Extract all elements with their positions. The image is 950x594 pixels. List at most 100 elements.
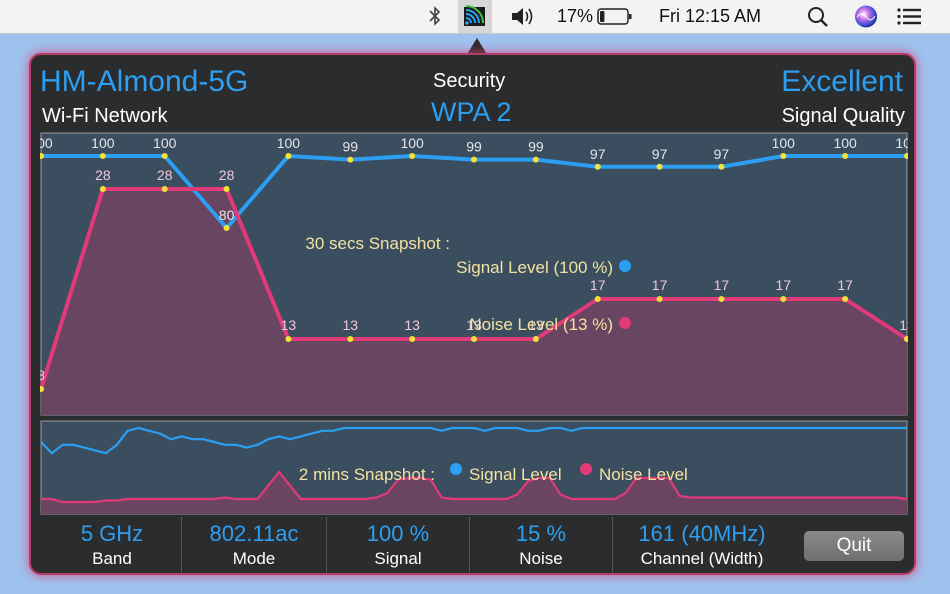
noise-point <box>842 296 849 302</box>
band-label: Band <box>92 549 132 568</box>
signal-data-label: 97 <box>652 146 668 162</box>
signal-point <box>718 163 725 170</box>
noise-data-label: 13 <box>342 317 358 333</box>
signal-value: 100 % <box>366 521 430 546</box>
noise-data-label: 28 <box>95 167 111 183</box>
stat-divider <box>612 517 613 573</box>
signal-data-label: 100 <box>400 135 424 151</box>
signal-data-label: 97 <box>714 146 730 162</box>
noise-data-label: 13 <box>899 317 908 333</box>
wifi-glyph <box>464 5 485 26</box>
noise-label: Noise <box>519 549 563 568</box>
channel-label: Channel (Width) <box>640 549 764 568</box>
stat-band: 5 GHz Band <box>43 517 181 573</box>
noise-data-label: 17 <box>775 277 791 293</box>
chart1-title: 30 secs Snapshot : <box>305 234 450 253</box>
battery-fill <box>600 11 605 22</box>
signal-data-label: 80 <box>219 207 235 223</box>
chart2-signal-dot <box>450 463 462 475</box>
notification-center-icon[interactable] <box>895 0 923 33</box>
signal-point <box>780 153 787 159</box>
chart2-noise-label: Noise Level <box>599 465 688 484</box>
noise-point <box>594 296 601 302</box>
noise-point <box>409 336 416 342</box>
battery-icon[interactable] <box>597 0 633 33</box>
menu-bar: 17% Fri 12:15 AM <box>0 0 950 34</box>
network-label: Wi-Fi Network <box>42 105 168 127</box>
signal-data-label: 99 <box>466 139 482 155</box>
noise-legend-dot <box>619 317 631 329</box>
signal-point <box>285 153 292 159</box>
signal-data-label: 100 <box>40 135 53 151</box>
signal-data-label: 100 <box>91 135 115 151</box>
noise-point <box>347 336 354 342</box>
noise-data-label: 13 <box>466 317 482 333</box>
snapshot-30s-svg: 100 100 100 80 100 99 100 99 99 97 97 97 100 100 100 8 2… <box>29 132 919 416</box>
signal-point <box>594 163 601 170</box>
signal-data-label: 97 <box>590 146 606 162</box>
signal-data-label: 100 <box>895 135 908 151</box>
signal-point <box>161 153 168 159</box>
mode-label: Mode <box>232 549 276 568</box>
spotlight-search-icon[interactable] <box>806 0 830 33</box>
signal-data-label: 100 <box>277 135 301 151</box>
wifi-signal-icon[interactable] <box>458 0 492 33</box>
chart2-title: 2 mins Snapshot : <box>299 465 435 484</box>
noise-data-label: 28 <box>157 167 173 183</box>
chart2-signal-label: Signal Level <box>469 465 562 484</box>
noise-data-label: 13 <box>404 317 420 333</box>
battery-glyph <box>597 8 632 25</box>
noise-point <box>223 186 230 192</box>
signal-point <box>99 153 106 159</box>
signal-data-label: 100 <box>833 135 857 151</box>
popover-arrow <box>466 38 488 56</box>
stat-mode: 802.11ac Mode <box>182 517 326 573</box>
noise-data-label: 13 <box>281 317 297 333</box>
noise-point <box>780 296 787 302</box>
security-value: WPA 2 <box>431 97 512 127</box>
bluetooth-glyph <box>429 6 441 26</box>
noise-point <box>656 296 663 302</box>
stat-divider <box>326 517 327 573</box>
clock[interactable]: Fri 12:15 AM <box>659 6 762 26</box>
signal-legend-label: Signal Level (100 %) <box>456 258 613 277</box>
signal-quality-value: Excellent <box>781 65 903 98</box>
volume-glyph <box>512 8 533 25</box>
security-label: Security <box>433 70 506 92</box>
signal-point <box>409 153 416 159</box>
noise-point <box>471 336 477 342</box>
wifi-popover: HM-Almond-5G Wi-Fi Network Security WPA … <box>29 55 919 573</box>
siri-icon[interactable] <box>853 0 879 33</box>
noise-data-label: 28 <box>219 167 235 183</box>
signal-point <box>532 156 539 163</box>
mode-value: 802.11ac <box>209 521 299 546</box>
noise-data-label: 17 <box>590 277 606 293</box>
noise-point <box>99 186 106 192</box>
quit-button[interactable]: Quit <box>804 531 904 561</box>
signal-quality-label: Signal Quality <box>781 105 905 127</box>
stat-noise: 15 % Noise <box>470 517 612 573</box>
chart2-signal-line <box>40 426 907 455</box>
signal-point <box>347 156 354 163</box>
signal-data-label: 100 <box>772 135 796 151</box>
chart2-noise-area <box>41 472 907 514</box>
stat-divider <box>181 517 182 573</box>
battery-percent: 17% <box>557 6 594 26</box>
siri-glyph <box>855 5 877 28</box>
stat-signal: 100 % Signal <box>327 517 469 573</box>
noise-point <box>161 186 168 192</box>
search-glyph <box>808 7 828 27</box>
noise-value: 15 % <box>515 521 567 546</box>
signal-point <box>471 156 477 163</box>
signal-point <box>38 153 44 159</box>
chart2-noise-dot <box>580 463 592 475</box>
list-glyph <box>897 8 921 25</box>
noise-data-label: 17 <box>652 277 668 293</box>
stat-divider <box>469 517 470 573</box>
bluetooth-icon[interactable] <box>427 0 443 33</box>
noise-point <box>532 336 539 342</box>
signal-label: Signal <box>374 549 422 568</box>
noise-data-label: 8 <box>40 367 45 383</box>
volume-icon[interactable] <box>510 0 538 33</box>
snapshot-30s-chart: 100 100 100 80 100 99 100 99 99 97 97 97 100 100 100 8 2… <box>29 132 919 416</box>
